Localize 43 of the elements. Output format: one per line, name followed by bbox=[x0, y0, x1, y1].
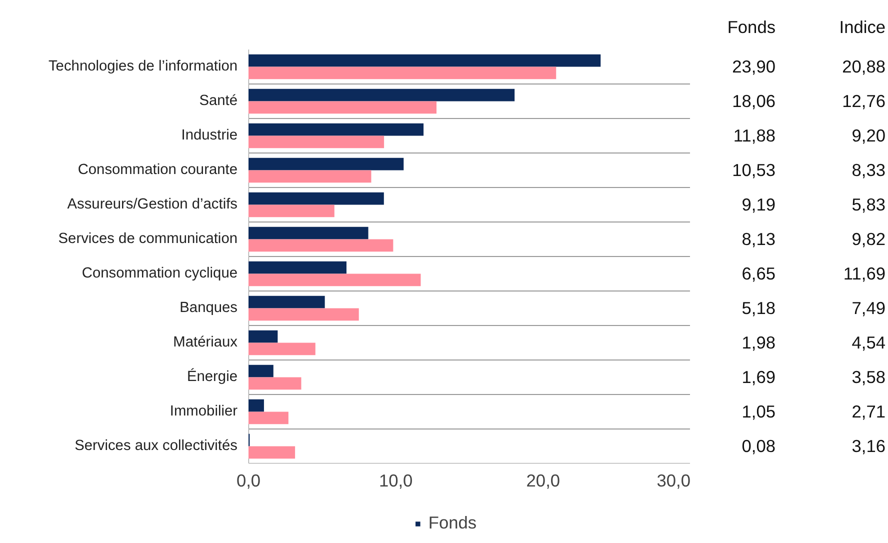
y-tick-label: Banques bbox=[180, 300, 238, 316]
data-label: 11,69 bbox=[843, 264, 886, 284]
data-label: 4,54 bbox=[852, 332, 886, 353]
data-label: 10,53 bbox=[732, 160, 776, 180]
data-label: 0,08 bbox=[742, 436, 776, 456]
x-tick-label: 0,0 bbox=[236, 470, 261, 490]
y-tick-label: Énergie bbox=[186, 368, 238, 386]
data-label: 7,49 bbox=[852, 298, 886, 318]
data-label: 6,65 bbox=[742, 264, 776, 284]
y-tick-label: Services de communication bbox=[58, 231, 238, 248]
data-label: 5,83 bbox=[852, 194, 886, 215]
data-label: 5,18 bbox=[742, 298, 776, 318]
y-tick-label: Consommation cyclique bbox=[82, 266, 238, 282]
text: Indice bbox=[839, 17, 886, 38]
data-label: 9,19 bbox=[742, 194, 776, 215]
data-label: 1,05 bbox=[742, 402, 776, 422]
data-label: 23,90 bbox=[732, 56, 776, 77]
data-label: 12,76 bbox=[842, 91, 886, 112]
y-tick-label: Services aux collectivités bbox=[74, 438, 238, 454]
y-tick-label: Consommation courante bbox=[78, 162, 238, 178]
y-tick-label: Technologies de l’information bbox=[48, 58, 238, 75]
y-tick-label: Matériaux bbox=[173, 334, 238, 351]
data-label: 8,13 bbox=[742, 229, 776, 250]
text: Fonds bbox=[727, 17, 776, 38]
data-label: 1,98 bbox=[742, 332, 776, 353]
y-tick-label: Industrie bbox=[181, 128, 238, 144]
y-tick-label: Assureurs/Gestion d’actifs bbox=[67, 196, 238, 213]
data-label: 1,69 bbox=[742, 367, 776, 388]
x-tick-label: 10,0 bbox=[378, 470, 413, 490]
data-label: 2,71 bbox=[852, 402, 886, 422]
data-label: 3,58 bbox=[852, 367, 886, 388]
legend-label: Fonds bbox=[428, 512, 477, 534]
data-label: 9,82 bbox=[852, 229, 886, 250]
data-label: 18,06 bbox=[732, 91, 776, 112]
y-tick-label: Immobilier bbox=[170, 404, 238, 420]
data-label: 11,88 bbox=[733, 126, 776, 146]
data-label: 9,20 bbox=[852, 126, 886, 146]
data-label: 20,88 bbox=[842, 56, 886, 77]
data-label: 8,33 bbox=[852, 160, 886, 180]
x-tick-label: 20,0 bbox=[526, 470, 560, 490]
y-tick-label: Santé bbox=[199, 93, 238, 110]
data-label: 3,16 bbox=[852, 436, 886, 456]
x-tick-label: 30,0 bbox=[656, 470, 691, 490]
